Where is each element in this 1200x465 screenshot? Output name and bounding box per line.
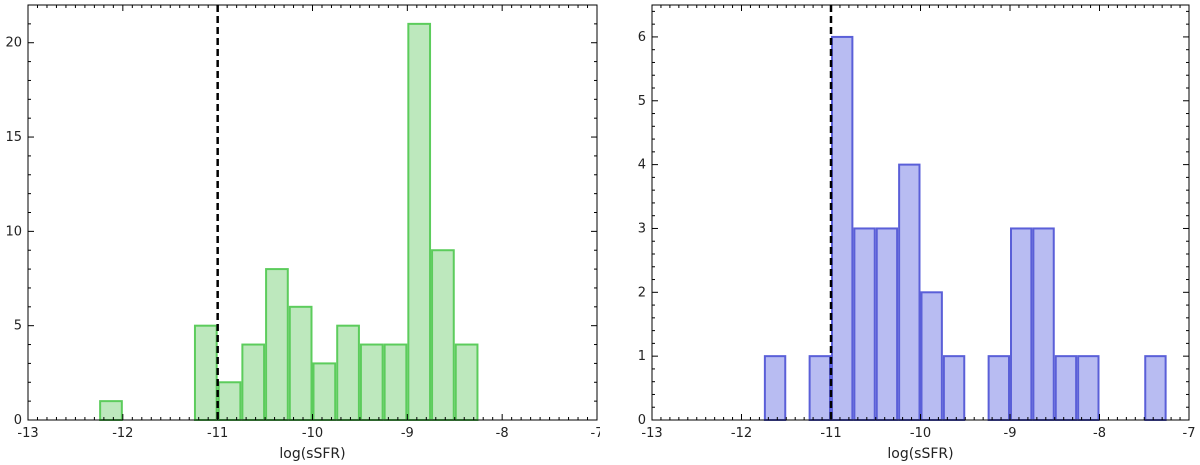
y-tick-label: 3 bbox=[638, 221, 646, 236]
x-tick-label: -7 bbox=[591, 426, 600, 441]
x-tick-label: -11 bbox=[820, 426, 841, 441]
bar bbox=[942, 355, 966, 421]
bar bbox=[312, 362, 337, 421]
bar bbox=[808, 355, 831, 421]
x-tick-label: -12 bbox=[731, 426, 752, 441]
bar bbox=[336, 324, 360, 422]
x-tick-label: -10 bbox=[302, 426, 323, 441]
bar bbox=[875, 227, 899, 421]
bar bbox=[407, 22, 432, 421]
bar bbox=[359, 343, 384, 421]
x-tick-label: -10 bbox=[910, 426, 931, 441]
x-tick-label: -8 bbox=[1093, 426, 1106, 441]
bar bbox=[1010, 227, 1033, 421]
y-tick-label: 5 bbox=[638, 94, 646, 109]
histogram-green-panel: -13 -12 -11 -10 -9 -8 -7 log(sSFR) 0 5 10 15 20 bbox=[5, 4, 600, 462]
bar bbox=[193, 324, 218, 422]
x-tick-label: -8 bbox=[496, 426, 509, 441]
bar bbox=[1077, 355, 1100, 421]
bar bbox=[898, 163, 921, 421]
y-tick-label: 20 bbox=[5, 36, 22, 51]
x-axis: -13 -12 -11 -10 -9 -8 -7 log(sSFR) bbox=[17, 5, 600, 462]
x-tick-label: -9 bbox=[401, 426, 414, 441]
bar bbox=[217, 381, 242, 422]
bars bbox=[99, 22, 479, 422]
y-tick-label: 6 bbox=[638, 30, 646, 45]
x-axis-label: log(sSFR) bbox=[279, 446, 345, 462]
x-axis: -13 -12 -11 -10 -9 -8 -7 log(sSFR) bbox=[641, 5, 1195, 462]
bars bbox=[763, 35, 1167, 422]
y-tick-label: 10 bbox=[5, 224, 22, 239]
bar bbox=[853, 227, 876, 421]
bar bbox=[288, 305, 313, 421]
bar bbox=[454, 343, 479, 421]
x-tick-label: -9 bbox=[1004, 426, 1017, 441]
x-tick-label: -13 bbox=[641, 426, 662, 441]
y-tick-label: 1 bbox=[638, 349, 646, 364]
histogram-blue-panel: -13 -12 -11 -10 -9 -8 -7 log(sSFR) 0 1 2 3 4 5 6 bbox=[638, 4, 1195, 462]
bar bbox=[265, 268, 289, 421]
y-tick-label: 15 bbox=[5, 130, 22, 145]
y-tick-label: 5 bbox=[14, 319, 22, 334]
plot-frame bbox=[27, 4, 598, 421]
bar bbox=[763, 355, 787, 421]
x-axis-label: log(sSFR) bbox=[887, 446, 953, 462]
y-tick-label: 0 bbox=[14, 413, 22, 428]
bar bbox=[920, 291, 943, 421]
y-tick-label: 0 bbox=[638, 413, 646, 428]
bar bbox=[1032, 227, 1055, 421]
bar bbox=[383, 343, 408, 421]
y-tick-label: 2 bbox=[638, 285, 646, 300]
y-axis: 0 5 10 15 20 bbox=[5, 4, 597, 428]
bar bbox=[1054, 355, 1078, 421]
bar bbox=[1144, 355, 1167, 421]
x-tick-label: -12 bbox=[112, 426, 133, 441]
x-tick-label: -11 bbox=[207, 426, 228, 441]
bar bbox=[831, 35, 854, 422]
bar bbox=[431, 249, 455, 421]
bar bbox=[241, 343, 266, 421]
bar bbox=[987, 355, 1010, 421]
y-axis: 0 1 2 3 4 5 6 bbox=[638, 10, 1189, 428]
x-tick-label: -7 bbox=[1183, 426, 1196, 441]
y-tick-label: 4 bbox=[638, 158, 646, 173]
x-tick-label: -13 bbox=[17, 426, 38, 441]
